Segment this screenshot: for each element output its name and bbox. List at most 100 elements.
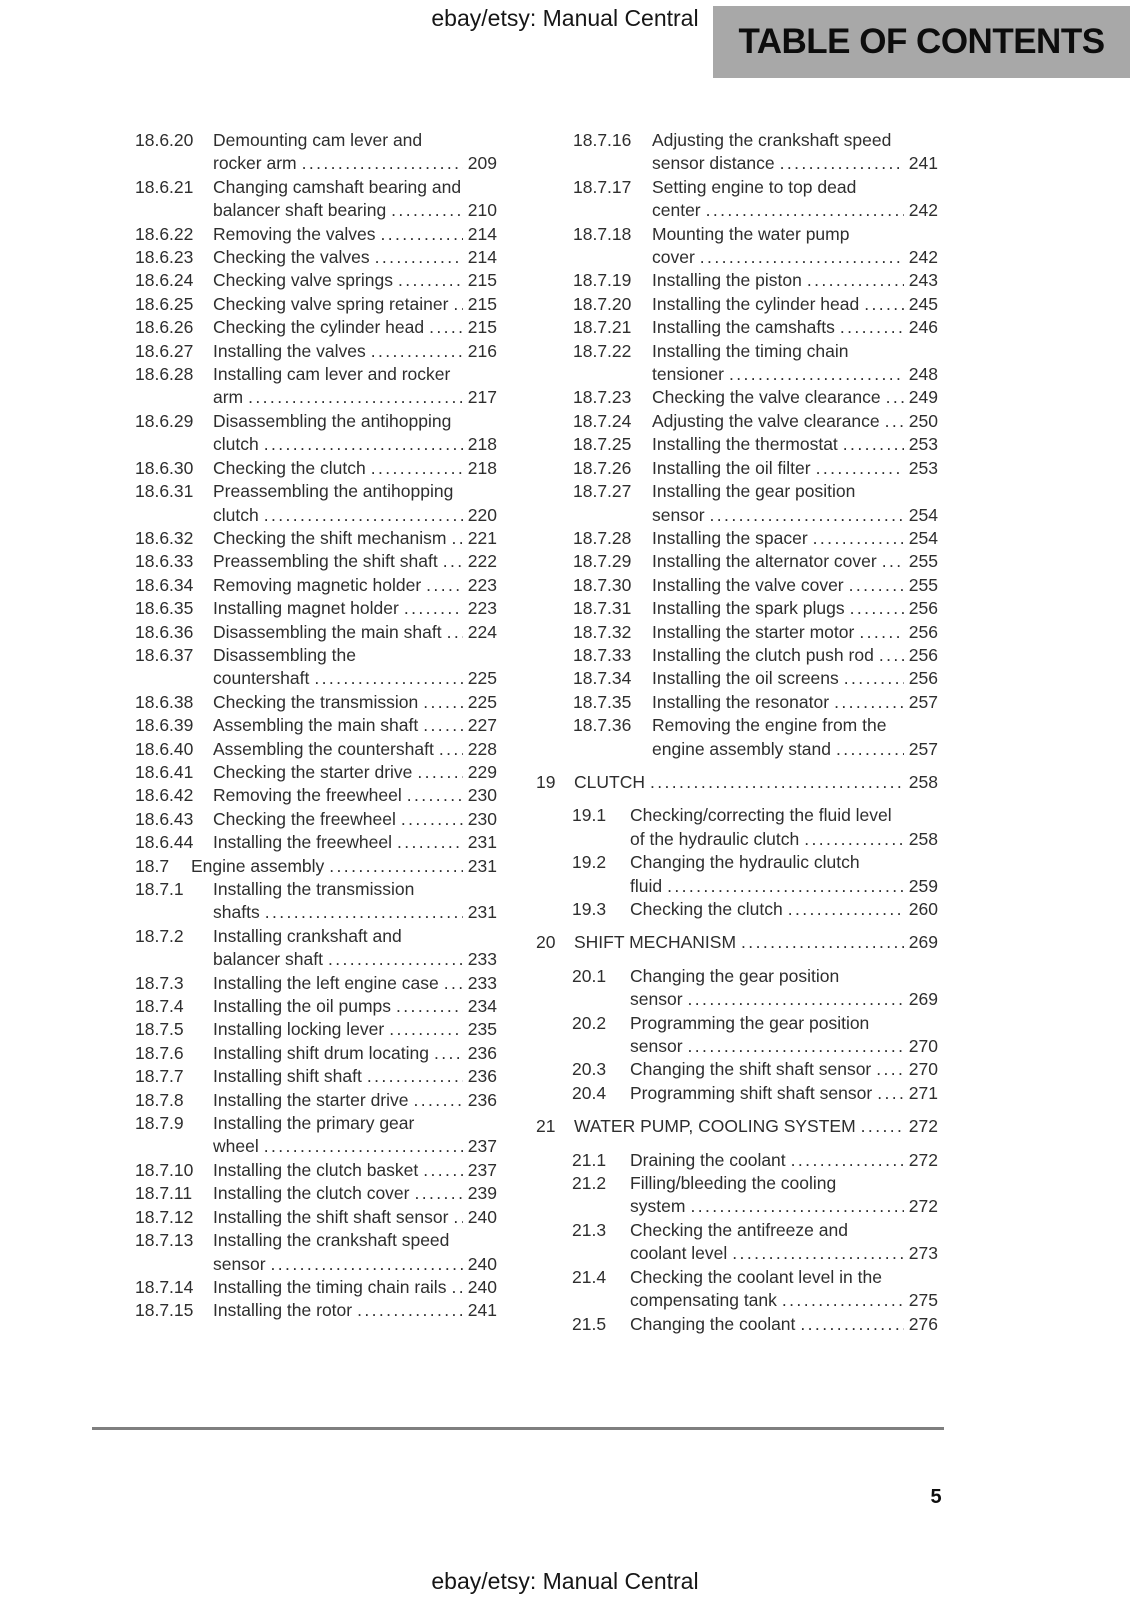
entry-title: Installing the timing chain xyxy=(652,340,849,361)
entry-title: Changing the gear position xyxy=(630,965,840,986)
entry-title: Installing the rotor xyxy=(213,1300,353,1321)
dot-leader: ........................................… xyxy=(429,317,463,338)
entry-page: 234 xyxy=(467,996,497,1017)
dot-leader: ........................................… xyxy=(438,738,463,759)
entry-page: 209 xyxy=(467,153,497,174)
entry-page: 276 xyxy=(908,1313,938,1334)
entry-page: 242 xyxy=(908,247,938,268)
entry-title-leader-line: Checking valve spring retainer..........… xyxy=(213,293,497,316)
entry-number: 18.6.32 xyxy=(135,527,194,548)
entry-title: Preassembling the antihopping xyxy=(213,481,454,502)
entry-title: Filling/bleeding the cooling xyxy=(630,1173,837,1194)
dot-leader: ........................................… xyxy=(374,247,463,268)
entry-title-leader-line: engine assembly stand...................… xyxy=(652,738,938,761)
dot-leader: ........................................… xyxy=(406,785,463,806)
toc-entry: 18.7 Engine assembly.....................… xyxy=(135,855,497,878)
entry-number: 19 xyxy=(536,771,556,792)
toc-entry: 18.7.33 Installing the clutch push rod...… xyxy=(536,644,938,667)
page-number: 5 xyxy=(930,1486,942,1508)
entry-page: 217 xyxy=(467,387,497,408)
entry-title-leader-line: Installing the rotor....................… xyxy=(213,1299,497,1322)
entry-title: clutch xyxy=(213,504,259,525)
entry-title-leader-line: sensor distance.........................… xyxy=(652,152,938,175)
entry-title-leader-line: sensor..................................… xyxy=(213,1253,497,1276)
entry-page: 269 xyxy=(908,932,938,953)
dot-leader: ........................................… xyxy=(403,598,463,619)
entry-page: 210 xyxy=(467,200,497,221)
entry-number: 18.6.21 xyxy=(135,176,194,197)
entry-number: 18.6.36 xyxy=(135,621,194,642)
entry-title-leader-line: Installing the valves...................… xyxy=(213,340,497,363)
entry-number: 19.2 xyxy=(572,852,607,873)
entry-number: 18.6.28 xyxy=(135,364,194,385)
entry-page: 225 xyxy=(467,668,497,689)
dot-leader: ........................................… xyxy=(709,504,904,525)
entry-page: 240 xyxy=(467,1276,497,1297)
entry-page: 243 xyxy=(908,270,938,291)
entry-title-leader-line: Changing the shift shaft sensor.........… xyxy=(630,1058,938,1081)
entry-title: sensor distance xyxy=(652,153,775,174)
entry-number: 18.7.9 xyxy=(135,1113,184,1134)
entry-title-leader-line: Installing the valve cover..............… xyxy=(652,574,938,597)
entry-title: Installing the oil screens xyxy=(652,668,839,689)
toc-entry: 18.6.40 Assembling the countershaft......… xyxy=(135,738,497,761)
entry-number: 21.3 xyxy=(572,1219,607,1240)
dot-leader: ........................................… xyxy=(301,153,463,174)
entry-title: Installing the clutch cover xyxy=(213,1183,410,1204)
entry-number: 18.7.25 xyxy=(573,434,632,455)
entry-title-leader-line: Changing the coolant....................… xyxy=(630,1313,938,1336)
dot-leader: ........................................… xyxy=(366,1066,463,1087)
entry-title-leader-line: Installing the cylinder head............… xyxy=(652,293,938,316)
entry-title-leader-line: cover...................................… xyxy=(652,246,938,269)
entry-title: Changing the shift shaft sensor xyxy=(630,1059,872,1080)
entry-number: 19.3 xyxy=(572,899,607,919)
entry-number: 18.7.3 xyxy=(135,972,184,993)
dot-leader: ........................................… xyxy=(391,200,463,221)
entry-page: 260 xyxy=(908,899,938,919)
entry-page: 250 xyxy=(908,410,938,431)
toc-entry: 18.7.20 Installing the cylinder head.....… xyxy=(536,293,938,316)
entry-title: Checking/correcting the fluid level xyxy=(630,805,892,826)
toc-entry: 18.6.36 Disassembling the main shaft.....… xyxy=(135,621,497,644)
entry-title-leader-line: Assembling the main shaft...............… xyxy=(213,714,497,737)
entry-title: Installing the shift shaft sensor xyxy=(213,1206,449,1227)
entry-page: 240 xyxy=(467,1206,497,1227)
dot-leader: ........................................… xyxy=(264,902,463,923)
entry-title-leader-line: system..................................… xyxy=(630,1195,938,1218)
entry-title: Installing the cylinder head xyxy=(652,293,860,314)
entry-title-leader-line: Preassembling the shift shaft...........… xyxy=(213,550,497,573)
entry-number: 18.7 xyxy=(135,855,170,876)
entry-page: 231 xyxy=(467,832,497,853)
dot-leader: ........................................… xyxy=(881,551,904,572)
entry-title: WATER PUMP, COOLING SYSTEM xyxy=(574,1116,856,1137)
entry-page: 256 xyxy=(908,668,938,689)
entry-title: Installing shift shaft xyxy=(213,1066,362,1087)
entry-page: 228 xyxy=(467,738,497,759)
entry-page: 253 xyxy=(908,457,938,478)
entry-page: 258 xyxy=(908,771,938,792)
entry-page: 259 xyxy=(908,875,938,896)
dot-leader: ........................................… xyxy=(878,644,904,665)
entry-title-leader-line: Installing the camshafts................… xyxy=(652,316,938,339)
dot-leader: ........................................… xyxy=(667,875,904,896)
dot-leader: ........................................… xyxy=(263,1136,463,1157)
dot-leader: ........................................… xyxy=(790,1149,904,1170)
entry-title-leader-line: Assembling the countershaft.............… xyxy=(213,738,497,761)
entry-page: 249 xyxy=(908,387,938,408)
dot-leader: ........................................… xyxy=(804,828,904,849)
dot-leader: ........................................… xyxy=(357,1300,463,1321)
entry-title-leader-line: Adjusting the valve clearance...........… xyxy=(652,410,938,433)
toc-entry: 18.7.26 Installing the oil filter........… xyxy=(536,457,938,480)
entry-title: wheel xyxy=(213,1136,259,1157)
dot-leader: ........................................… xyxy=(451,1276,463,1297)
toc-entry: 18.6.29 Disassembling the antihopping clut… xyxy=(135,410,497,457)
entry-title: Removing the valves xyxy=(213,223,376,244)
entry-title: Installing the spark plugs xyxy=(652,598,845,619)
toc-entry: 18.7.3 Installing the left engine case...… xyxy=(135,972,497,995)
entry-page: 241 xyxy=(467,1300,497,1321)
dot-leader: ........................................… xyxy=(860,1116,904,1137)
toc-entry: 19.1 Checking/correcting the fluid level o… xyxy=(536,804,938,851)
entry-title-leader-line: center..................................… xyxy=(652,199,938,222)
header-site-label: ebay/etsy: Manual Central xyxy=(431,5,699,31)
entry-number: 18.7.15 xyxy=(135,1300,194,1321)
